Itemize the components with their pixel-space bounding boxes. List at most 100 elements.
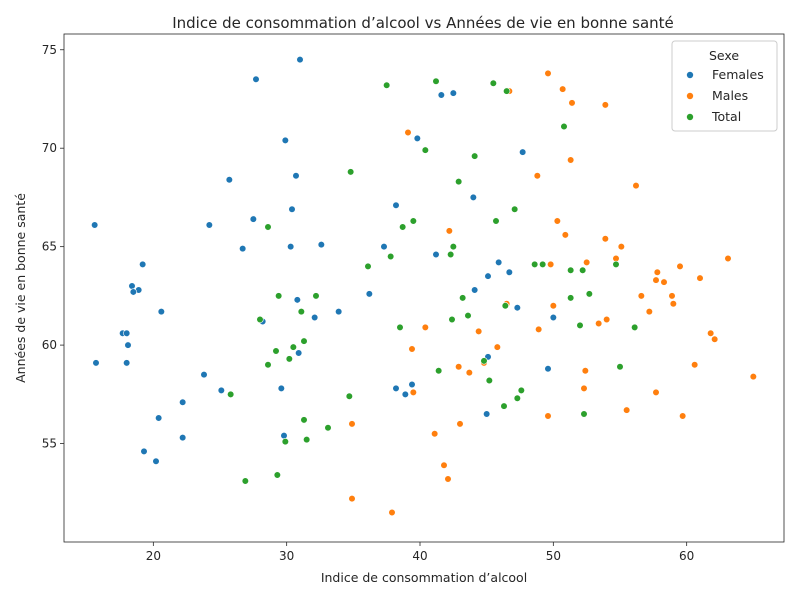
data-point-females [437,91,445,99]
data-point-females [544,365,552,373]
series-females [91,55,557,465]
legend-marker-total [686,113,694,121]
y-tick-label: 70 [42,141,57,155]
data-point-males [456,420,464,428]
data-point-total [421,146,429,154]
data-point-total [489,79,497,87]
data-points [91,55,757,517]
data-point-males [549,302,557,310]
x-tick-label: 20 [146,549,161,563]
data-point-males [440,461,448,469]
data-point-females [317,241,325,249]
data-point-total [409,217,417,225]
data-point-females [280,432,288,440]
data-point-males [691,361,699,369]
data-point-males [568,99,576,107]
data-point-males [547,260,555,268]
data-point-males [388,508,396,517]
data-point-males [617,243,625,251]
data-point-total [435,367,443,375]
data-point-total [312,292,320,300]
data-point-males [444,475,452,483]
data-point-females [152,457,160,465]
y-axis: 55 60 65 70 75 [42,43,64,451]
data-point-total [567,266,575,274]
data-point-males [455,363,463,371]
data-point-total [273,471,281,479]
data-point-total [297,308,305,316]
data-point-total [511,205,519,213]
data-point-females [287,243,295,251]
data-point-females [139,260,147,268]
data-point-females [205,221,213,229]
y-tick-label: 55 [42,437,57,451]
data-point-total [281,437,289,446]
data-point-males [431,430,439,438]
legend-marker-males [686,92,694,100]
data-point-males [581,367,589,375]
x-axis: 20 30 40 50 60 [146,542,694,563]
data-point-total [387,252,395,261]
data-point-total [324,424,332,432]
data-point-total [264,223,272,231]
data-point-males [696,274,704,282]
data-point-males [637,292,645,300]
legend-title: Sexe [709,48,739,63]
data-point-total [272,347,280,355]
series-males [348,69,757,517]
data-point-males [544,69,552,77]
data-point-females [311,313,319,322]
data-point-males [561,231,569,239]
data-point-females [380,243,388,251]
data-point-females [92,359,100,367]
data-point-males [711,335,719,343]
data-point-females [123,329,131,337]
x-tick-label: 40 [412,549,427,563]
data-point-females [505,268,513,276]
data-point-females [392,384,400,393]
legend-label-males: Males [712,88,748,103]
data-point-males [408,345,416,353]
legend-marker-females [686,71,694,79]
data-point-total [432,77,440,85]
data-point-total [449,243,457,251]
data-point-total [447,250,455,259]
data-point-females [249,215,257,223]
data-point-males [404,128,412,137]
data-point-females [401,390,409,398]
data-point-males [668,292,676,300]
data-point-total [264,361,272,369]
data-point-males [603,315,611,324]
data-point-total [471,152,479,160]
data-point-total [560,122,568,131]
y-tick-label: 75 [42,43,57,57]
data-point-males [645,308,653,316]
data-point-males [559,85,567,93]
data-point-females [91,221,99,229]
data-point-total [227,390,235,398]
data-point-total [364,262,372,270]
data-point-males [660,278,668,286]
data-point-females [469,193,477,202]
data-point-total [517,386,525,394]
x-tick-label: 50 [546,549,561,563]
data-point-males [653,268,661,276]
data-point-males [652,276,660,284]
data-point-total [492,217,500,225]
data-point-females [179,434,187,442]
data-point-females [292,172,300,180]
data-point-females [513,304,521,312]
data-point-males [601,101,609,109]
data-point-males [583,258,591,267]
data-point-males [567,156,575,164]
data-point-total [513,394,521,402]
data-point-females [277,384,285,393]
data-point-males [632,182,640,190]
data-point-total [256,315,264,324]
data-point-total [612,260,620,268]
data-point-total [383,81,391,89]
data-point-males [533,172,541,180]
data-point-total [576,321,584,330]
legend-label-total: Total [711,109,741,124]
data-point-females [217,386,225,394]
